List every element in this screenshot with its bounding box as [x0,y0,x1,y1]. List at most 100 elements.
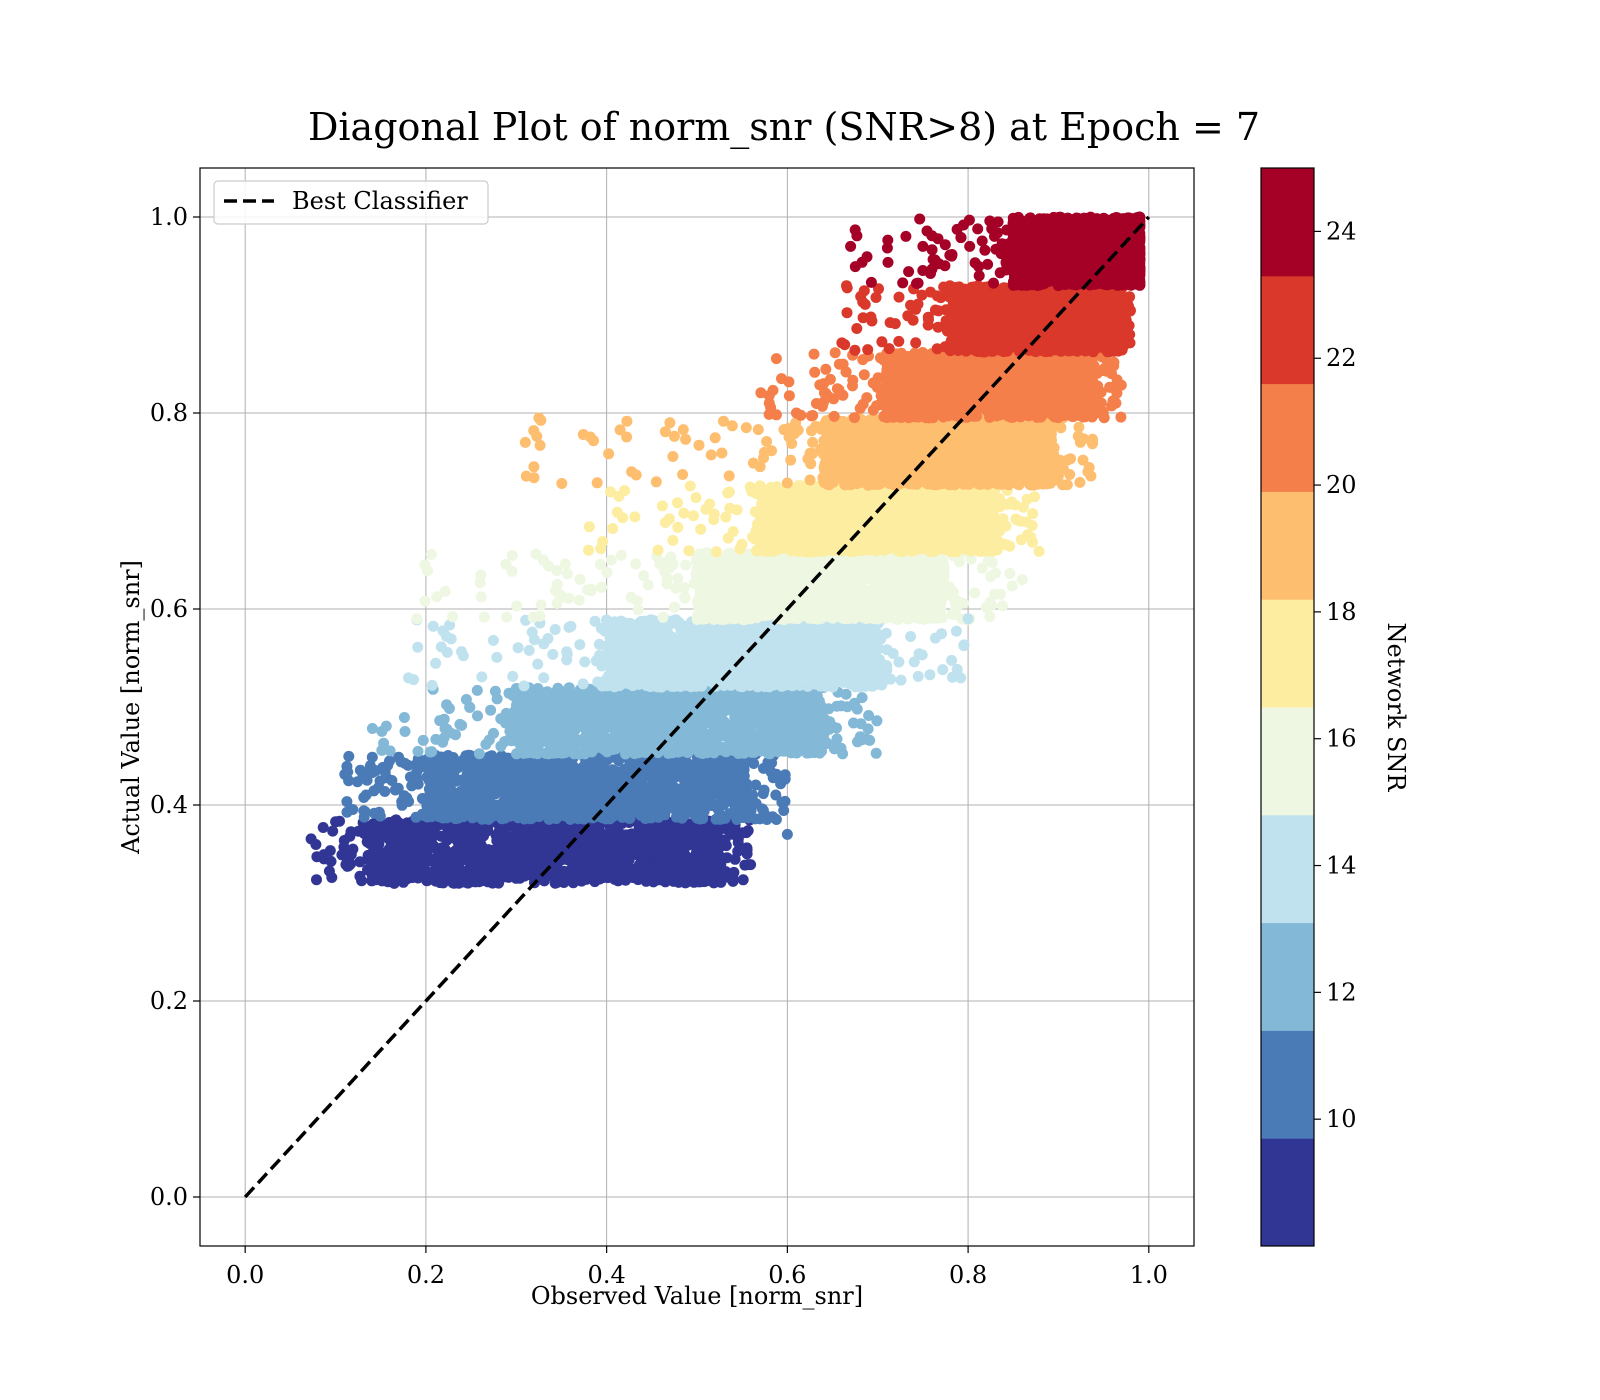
data-point [376,744,388,756]
data-point [597,857,609,869]
data-point [515,777,527,789]
data-point [495,713,507,725]
data-point [611,835,623,847]
data-point [453,761,465,773]
data-point [772,717,784,729]
scatter-points [305,211,1146,889]
data-point [717,742,729,754]
data-point [553,710,564,722]
data-point [644,812,656,824]
data-point [518,680,530,692]
data-point [475,863,487,875]
data-point [366,723,378,734]
data-point [650,874,662,886]
data-point [629,720,640,732]
data-point [676,812,688,824]
data-point [905,631,917,642]
data-point [733,797,745,809]
data-point [614,873,626,885]
band-snr-12.25 [366,682,883,760]
data-point [664,821,676,833]
data-point [507,689,519,701]
data-point [623,798,634,810]
data-point [637,692,649,704]
data-point [678,844,690,856]
chart-title: Diagonal Plot of norm_snr (SNR>8) at Epo… [308,105,1260,150]
data-point [536,792,547,804]
data-point [495,740,507,752]
data-point [622,835,634,847]
data-point [572,813,584,825]
data-point [487,634,499,646]
data-point [398,712,410,723]
data-point [464,793,476,805]
data-point [739,845,751,857]
data-point [755,717,767,728]
data-point [345,849,357,860]
data-point [720,780,732,792]
data-point [474,805,485,817]
data-point [334,815,345,827]
data-point [374,810,386,822]
data-point [821,738,833,749]
data-point [860,733,872,745]
data-point [738,770,750,782]
data-point [424,746,436,758]
data-point [766,757,778,769]
data-point [649,774,661,786]
data-point [550,781,562,793]
data-point [937,664,949,676]
data-point [483,734,495,746]
data-point [675,825,687,837]
data-point [426,837,438,849]
data-point [515,759,527,771]
data-point [551,867,563,879]
data-point [714,697,726,709]
data-point [751,730,763,741]
data-point [386,775,398,786]
data-point [444,849,456,861]
data-point [464,701,476,713]
data-point [472,710,483,722]
data-point [686,786,698,798]
data-point [577,735,589,746]
data-point [512,642,524,654]
data-point [326,872,338,883]
data-point [645,738,657,750]
data-point [671,709,683,720]
data-point [485,790,497,802]
data-point [727,730,739,741]
data-point [366,767,378,779]
data-point [528,747,540,759]
data-point [573,690,585,702]
data-point [427,620,439,632]
data-point [532,658,544,670]
data-point [676,771,688,783]
data-point [318,849,330,861]
band-snr-13.95 [403,614,970,693]
data-point [404,771,416,783]
data-point [695,834,707,846]
data-point [895,674,907,686]
data-point [549,823,560,835]
data-point [856,692,868,704]
data-point [311,874,322,886]
data-point [770,692,782,704]
data-point [521,832,533,844]
data-point [493,877,505,889]
data-point [522,734,534,746]
data-point [870,747,882,759]
data-point [410,811,422,823]
data-point [402,759,414,771]
data-point [510,715,522,726]
data-point [757,788,769,800]
data-point [767,772,779,784]
data-point [434,798,446,810]
data-point [441,723,453,735]
data-point [549,727,561,739]
data-point [447,877,459,889]
data-point [754,813,766,825]
data-point [624,812,636,824]
data-point [691,812,703,824]
data-point [429,782,441,794]
